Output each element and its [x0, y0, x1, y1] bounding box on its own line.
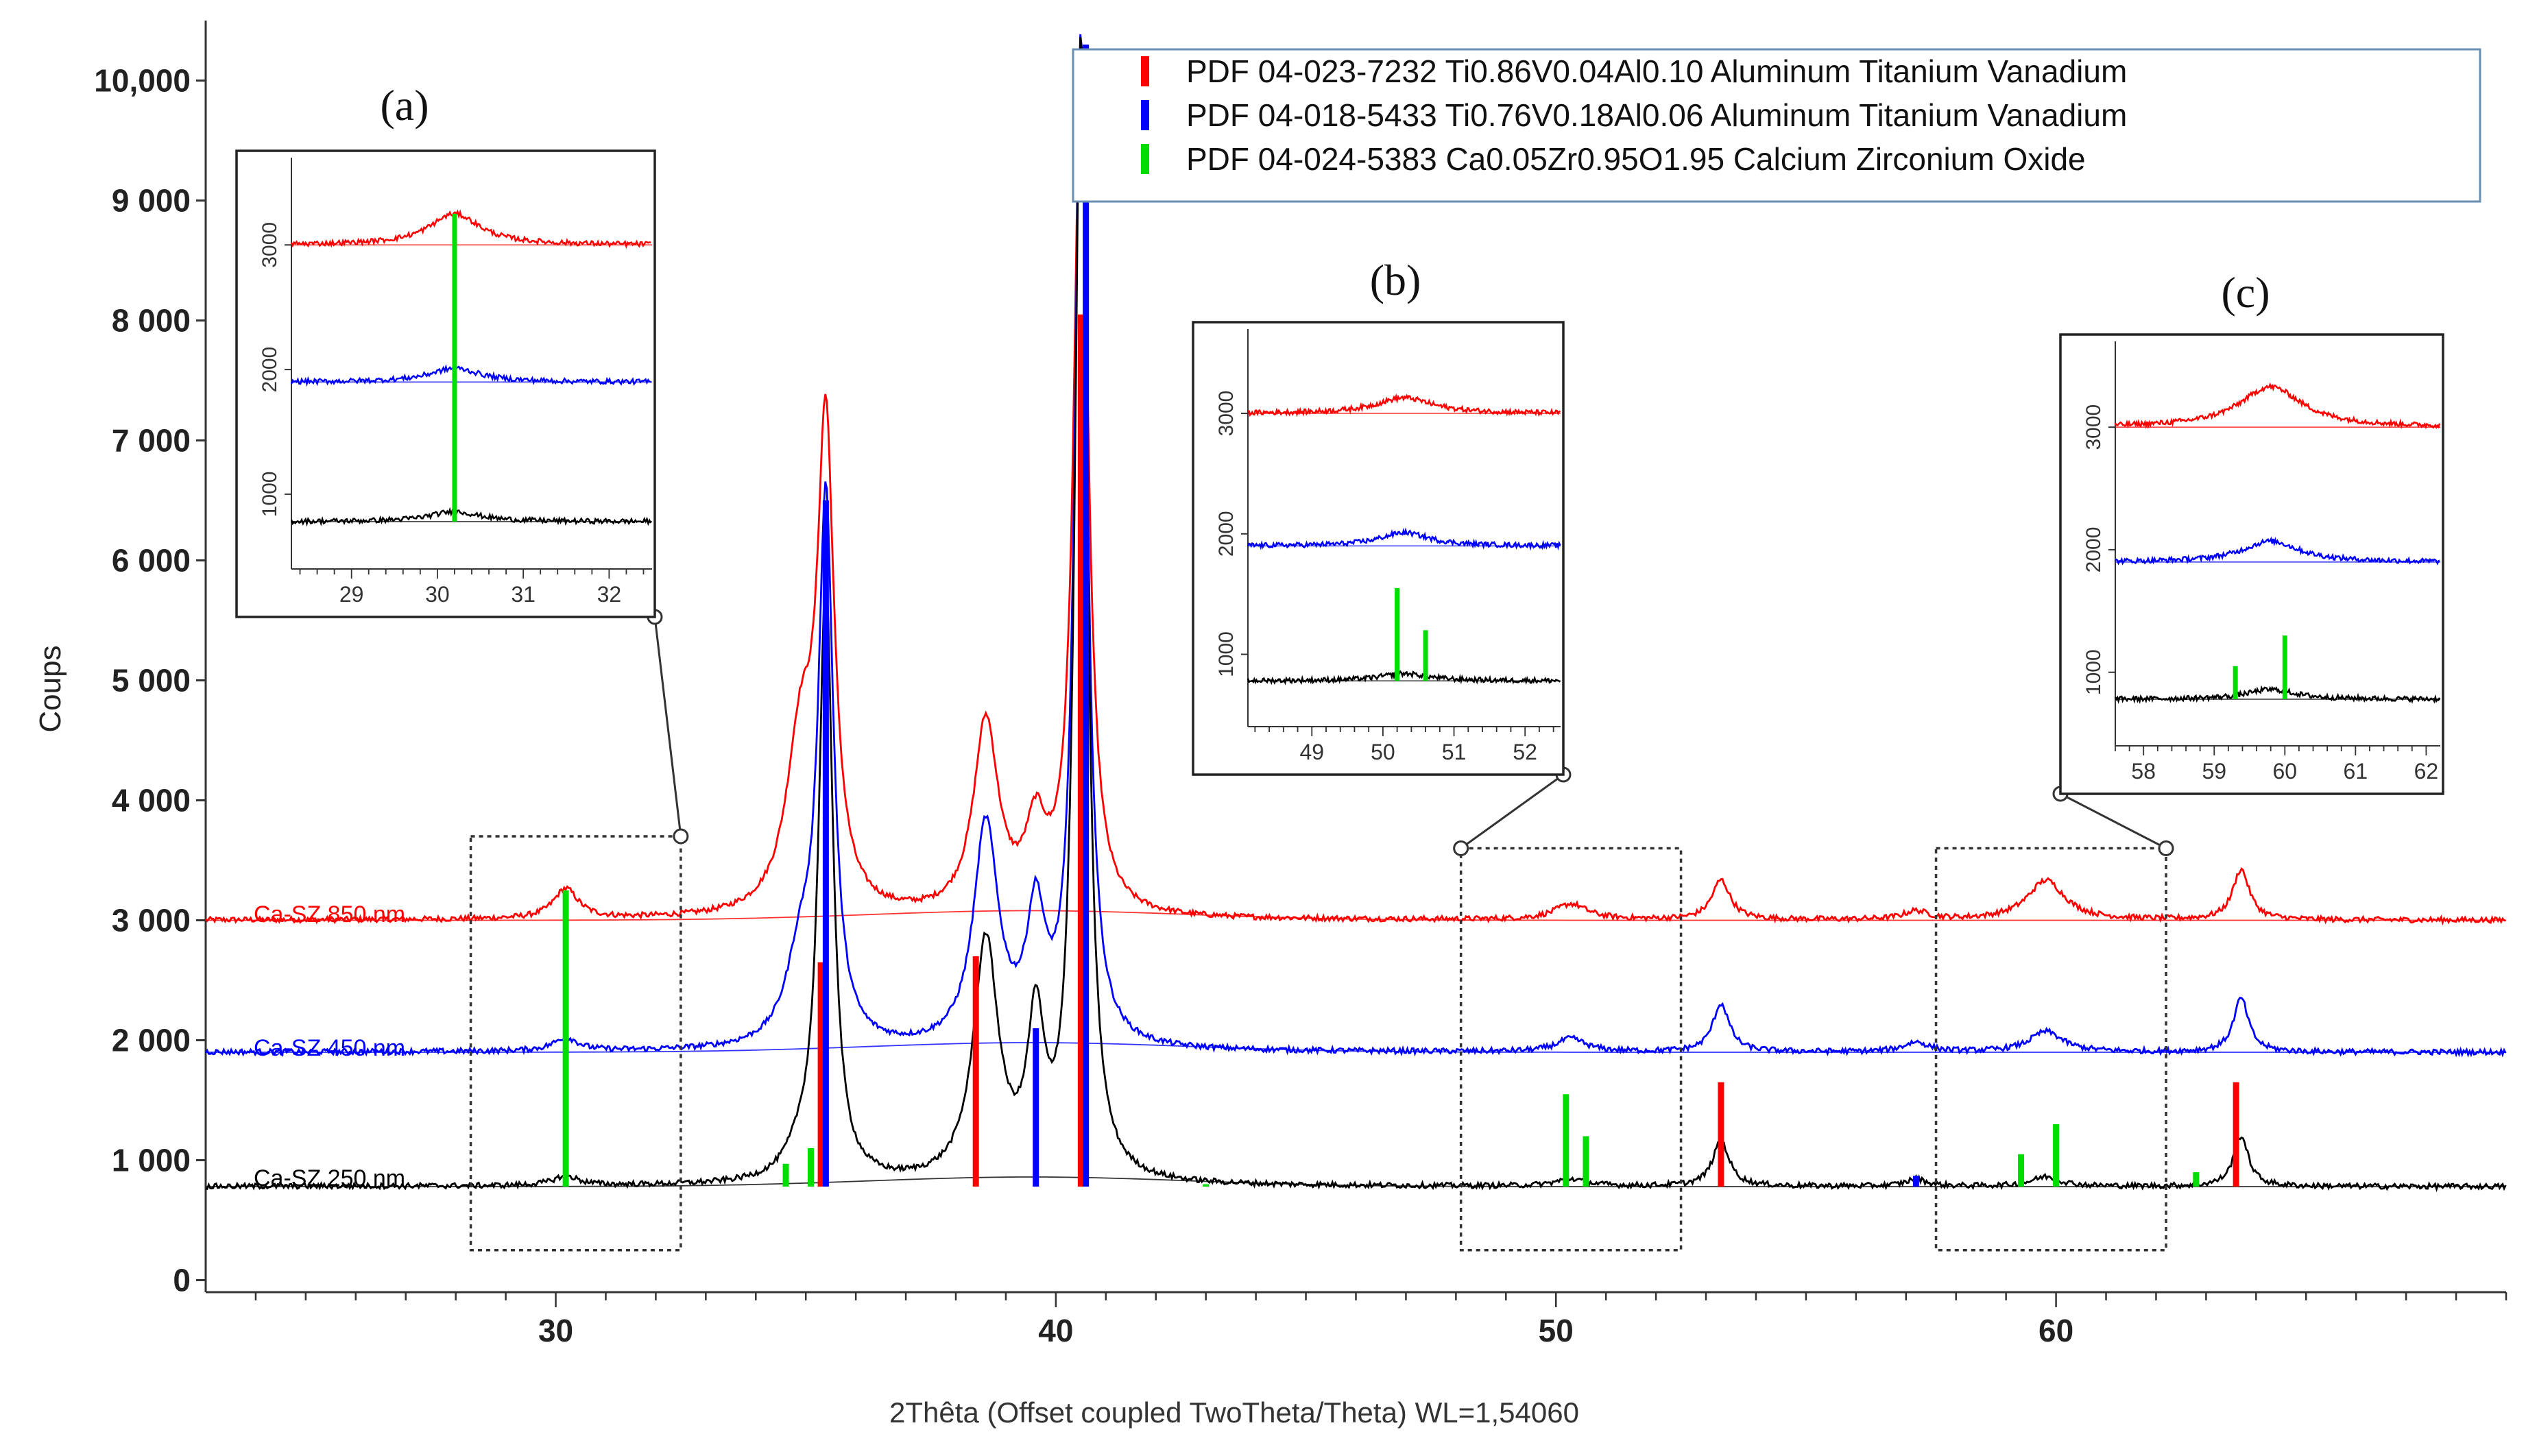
legend-swatch — [1141, 144, 1149, 174]
series-line — [205, 37, 2507, 1193]
inset-x-tick-label: 31 — [511, 582, 536, 607]
inset-x-tick-label: 51 — [1442, 740, 1467, 764]
inset-series-line — [1247, 527, 1561, 551]
inset-x-tick-label: 62 — [2414, 759, 2439, 784]
inset-y-tick-label: 2000 — [2082, 527, 2105, 573]
inset-x-tick-label: 29 — [339, 582, 364, 607]
inset-series-line — [1247, 393, 1561, 417]
inset-label: (a) — [380, 81, 429, 130]
inset-y-tick-label: 1000 — [258, 472, 281, 518]
y-tick-label: 1 000 — [112, 1143, 191, 1178]
inset-label: (b) — [1370, 256, 1421, 304]
connector-dot — [1453, 840, 1469, 856]
y-tick-label: 8 000 — [112, 303, 191, 339]
y-tick-label: 5 000 — [112, 663, 191, 699]
zoom-region-box — [1459, 847, 1683, 1252]
x-axis-label: 2Thêta (Offset coupled TwoTheta/Theta) W… — [889, 1396, 1579, 1429]
connector-dot — [2158, 840, 2174, 856]
inset-x-tick-label: 30 — [425, 582, 450, 607]
y-tick-label: 6 000 — [112, 543, 191, 579]
y-tick-label: 9 000 — [112, 183, 191, 219]
zoom-connector — [1460, 773, 1564, 849]
series-line — [204, 34, 2507, 1058]
zoom-region-box — [1934, 847, 2167, 1252]
y-axis-label: Coups — [34, 645, 67, 732]
inset-x-tick-label: 59 — [2202, 759, 2226, 784]
legend-box — [1072, 48, 2481, 203]
inset-y-tick-label: 3000 — [1215, 391, 1238, 437]
inset-x-tick-label: 61 — [2344, 759, 2368, 784]
x-tick-label: 60 — [2038, 1313, 2073, 1348]
inset-series-line — [2115, 536, 2440, 566]
series-label: Ca-SZ 450 nm — [254, 1035, 405, 1061]
inset-series-line — [290, 209, 651, 250]
inset-y-tick-label: 1000 — [1215, 631, 1238, 677]
inset-x-tick-label: 49 — [1299, 740, 1324, 764]
x-tick-label: 30 — [538, 1313, 573, 1348]
series-label: Ca-SZ 250 nm — [254, 1165, 405, 1191]
inset-series-line — [290, 364, 651, 387]
inset-series-line — [290, 507, 652, 527]
legend-entry: PDF 04-018-5433 Ti0.76V0.18Al0.06 Alumin… — [1186, 97, 2127, 133]
connector-dot — [673, 828, 689, 845]
y-tick-label: 2 000 — [112, 1023, 191, 1058]
inset-series-line — [1247, 670, 1561, 685]
inset-y-tick-label: 3000 — [2082, 404, 2105, 450]
legend-swatch — [1141, 100, 1149, 130]
legend-entry: PDF 04-024-5383 Ca0.05Zr0.95O1.95 Calciu… — [1186, 141, 2086, 177]
inset-series-line — [2114, 685, 2441, 705]
series-line — [204, 60, 2506, 926]
inset-y-tick-label: 3000 — [258, 222, 281, 268]
inset-panel: (a) 1000 2000 3000 29 30 31 32 — [235, 81, 656, 618]
zoom-connector — [653, 616, 682, 837]
y-tick-label: 10,000 — [94, 63, 191, 99]
inset-y-tick-label: 2000 — [258, 347, 281, 393]
series-label: Ca-SZ 850 nm — [254, 901, 405, 927]
y-tick-label: 4 000 — [112, 783, 191, 818]
inset-x-tick-label: 50 — [1371, 740, 1395, 764]
inset-x-tick-label: 32 — [597, 582, 622, 607]
zoom-connector — [2060, 792, 2167, 849]
legend-entry: PDF 04-023-7232 Ti0.86V0.04Al0.10 Alumin… — [1186, 53, 2127, 89]
inset-series-line — [2114, 382, 2441, 430]
x-tick-label: 50 — [1539, 1313, 1574, 1348]
y-tick-label: 0 — [173, 1263, 191, 1298]
inset-x-tick-label: 58 — [2131, 759, 2156, 784]
y-tick-label: 7 000 — [112, 423, 191, 459]
inset-frame — [1192, 321, 1565, 776]
inset-frame — [2059, 333, 2444, 795]
inset-panel: (c) 1000 2000 3000 58 59 60 61 62 — [2059, 268, 2444, 795]
inset-label: (c) — [2221, 268, 2270, 317]
inset-y-tick-label: 1000 — [2082, 649, 2105, 695]
x-tick-label: 40 — [1038, 1313, 1073, 1348]
inset-x-tick-label: 60 — [2273, 759, 2298, 784]
series-background-line — [206, 1042, 2506, 1053]
y-tick-label: 3 000 — [112, 903, 191, 938]
inset-panel: (b) 1000 2000 3000 49 50 51 52 — [1192, 256, 1565, 776]
inset-x-tick-label: 52 — [1513, 740, 1537, 764]
inset-y-tick-label: 2000 — [1215, 511, 1238, 557]
legend-swatch — [1141, 56, 1149, 86]
